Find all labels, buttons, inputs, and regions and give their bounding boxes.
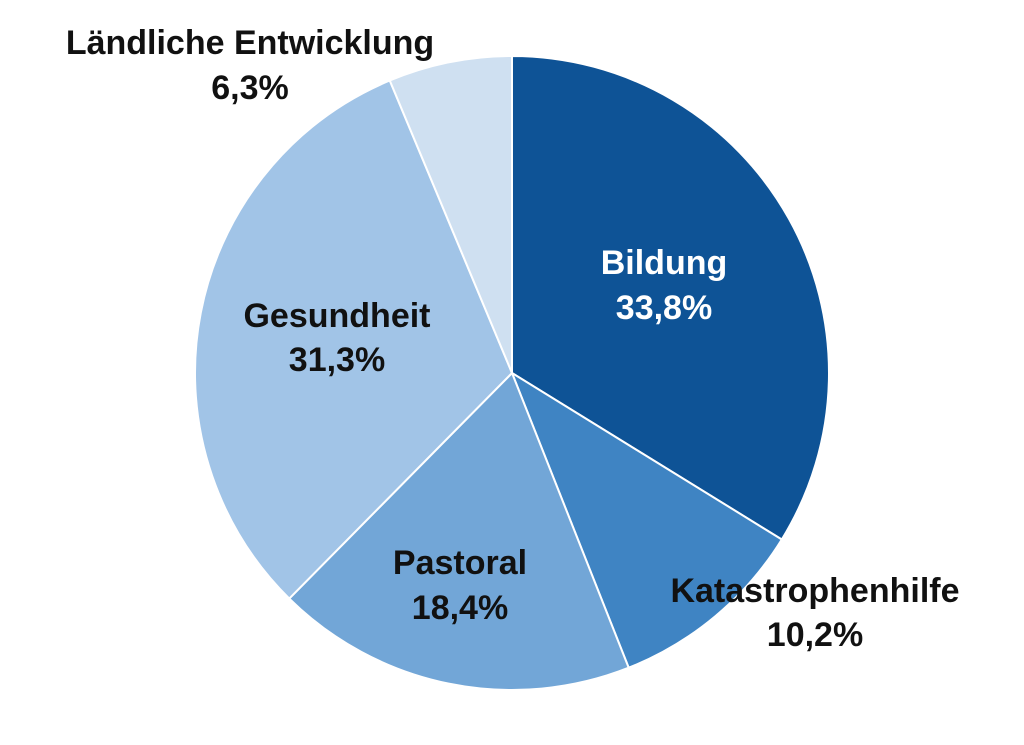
slice-label: Ländliche Entwicklung	[66, 24, 434, 62]
slice-value: 10,2%	[767, 616, 863, 654]
pie-slice	[194, 79, 514, 600]
pie-slice	[287, 371, 630, 691]
slice-label: Gesundheit	[243, 297, 430, 335]
slice-label: Bildung	[601, 244, 728, 282]
slice-value: 31,3%	[289, 341, 385, 379]
slice-label: Katastrophenhilfe	[670, 572, 959, 610]
pie-slice	[511, 54, 830, 541]
slice-value: 33,8%	[616, 289, 712, 327]
pie-slice	[509, 370, 784, 670]
slice-label: Pastoral	[393, 544, 527, 582]
slice-value: 18,4%	[412, 589, 508, 627]
slice-value: 6,3%	[211, 69, 289, 107]
pie-slice	[388, 54, 513, 374]
